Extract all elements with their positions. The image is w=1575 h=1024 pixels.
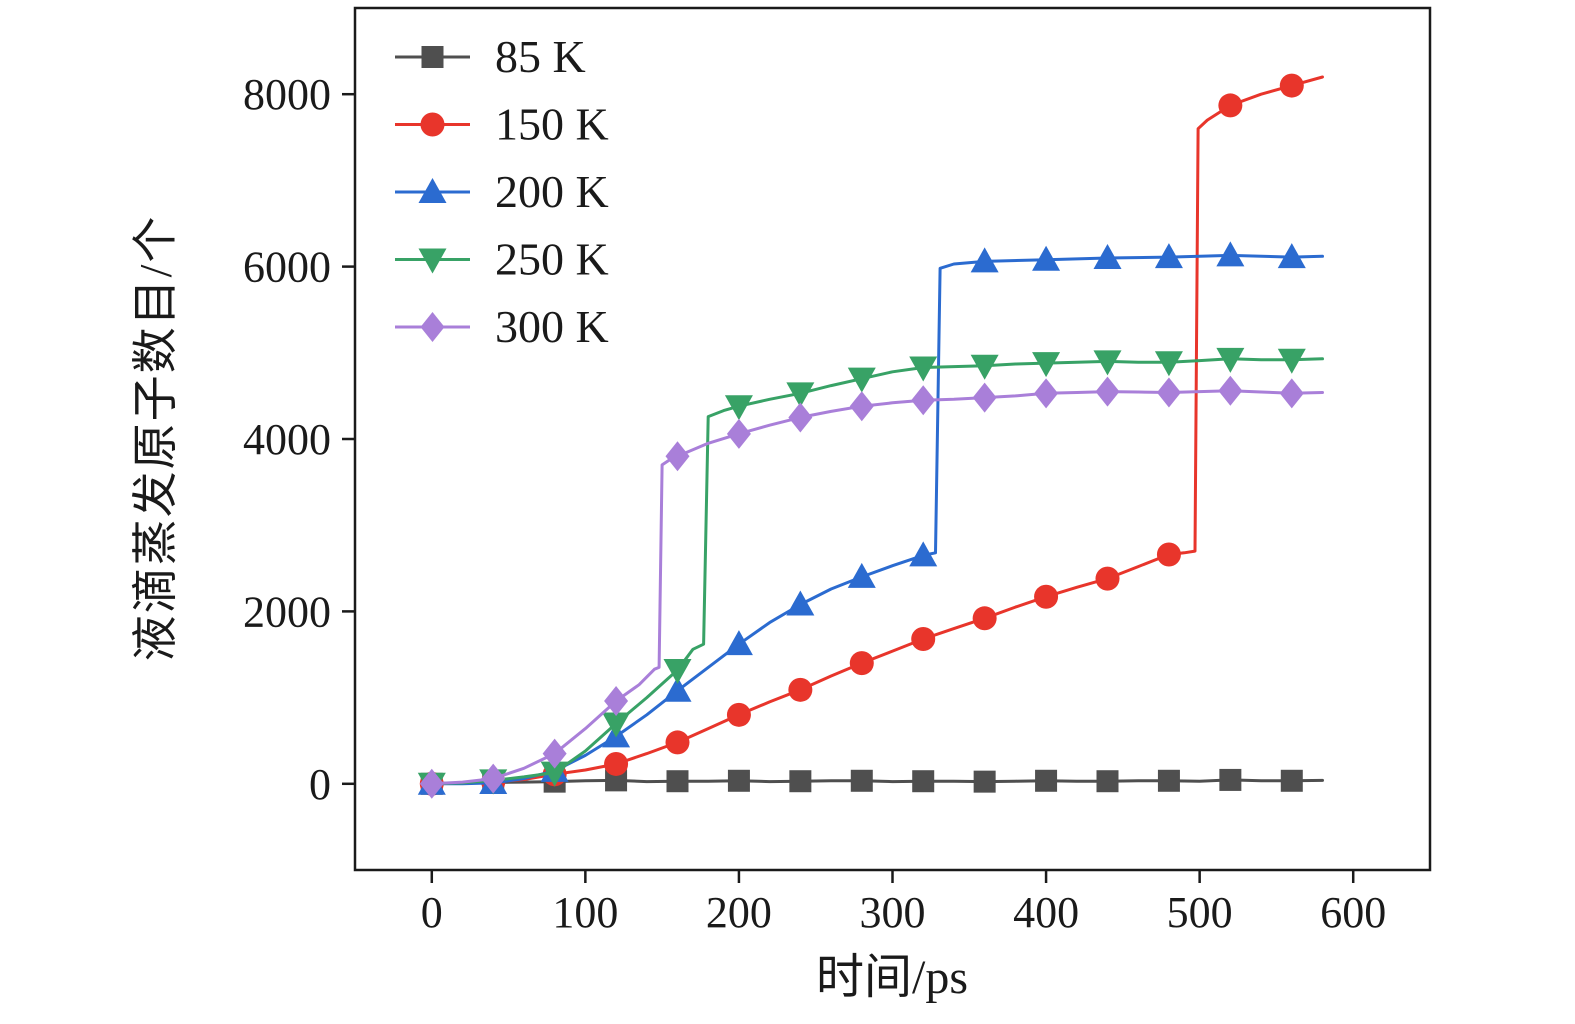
series-marker-circle <box>1279 73 1304 98</box>
series-marker-triangle-up <box>724 630 753 656</box>
series-marker-circle <box>849 651 874 676</box>
x-tick-label: 400 <box>1013 888 1079 937</box>
series-marker-triangle-up <box>1093 243 1122 269</box>
legend-label: 300 K <box>495 301 609 352</box>
series-marker-square <box>973 770 996 793</box>
series-marker-triangle-down <box>909 356 938 382</box>
series-marker-triangle-up <box>786 590 815 616</box>
series-marker-diamond <box>542 738 567 769</box>
x-tick-label: 0 <box>421 888 443 937</box>
series-marker-diamond <box>420 312 445 342</box>
series-marker-triangle-down <box>970 354 999 380</box>
x-axis-label: 时间/ps <box>815 951 969 1004</box>
series-marker-square <box>605 769 628 792</box>
series-line <box>430 357 1324 786</box>
legend-item-300-k: 300 K <box>395 301 609 352</box>
series-marker-triangle-up <box>418 178 447 203</box>
series-marker-circle <box>726 702 751 727</box>
y-tick-label: 4000 <box>243 415 331 464</box>
y-tick-label: 0 <box>309 760 331 809</box>
series-marker-diamond <box>419 768 444 799</box>
series-marker-diamond <box>481 763 506 794</box>
series-marker-triangle-up <box>1032 245 1061 271</box>
series-marker-square <box>1219 768 1242 791</box>
series-marker-square <box>421 46 444 68</box>
series-marker-triangle-down <box>602 712 631 738</box>
series-marker-triangle-up <box>663 676 692 702</box>
series-marker-square <box>666 770 689 793</box>
series-marker-circle <box>420 112 445 137</box>
series-marker-triangle-down <box>724 395 753 421</box>
y-tick-label: 2000 <box>243 587 331 636</box>
legend-label: 150 K <box>495 99 609 150</box>
series-marker-circle <box>911 626 936 651</box>
series-marker-circle <box>665 730 690 755</box>
legend-item-250-k: 250 K <box>395 234 609 285</box>
series-marker-triangle-up <box>1277 243 1306 269</box>
series-marker-diamond <box>1034 378 1059 409</box>
series-marker-square <box>1280 769 1303 792</box>
series-marker-triangle-down <box>1093 350 1122 376</box>
legend-label: 85 K <box>495 31 586 82</box>
series-marker-square <box>727 769 750 792</box>
x-tick-label: 100 <box>552 888 618 937</box>
y-axis-label: 液滴蒸发原子数目/个 <box>130 214 181 662</box>
series-marker-diamond <box>911 385 936 416</box>
series-marker-diamond <box>1095 376 1120 407</box>
legend-label: 250 K <box>495 234 609 285</box>
series-marker-circle <box>788 677 813 702</box>
y-tick-label: 6000 <box>243 243 331 292</box>
series-marker-square <box>850 769 873 792</box>
series-marker-triangle-down <box>847 367 876 393</box>
legend: 85 K 150 K 200 K 250 K 300 K <box>395 31 609 352</box>
series-marker-triangle-down <box>786 382 815 408</box>
series-marker-circle <box>1095 566 1120 591</box>
series-marker-triangle-up <box>847 562 876 588</box>
series-marker-diamond <box>849 391 874 422</box>
series-300-k <box>419 375 1324 799</box>
x-tick-label: 600 <box>1320 888 1386 937</box>
series-marker-triangle-up <box>1216 241 1245 267</box>
series-marker-diamond <box>726 418 751 449</box>
series-marker-triangle-up <box>970 247 999 273</box>
series-marker-diamond <box>1279 378 1304 409</box>
series-marker-triangle-down <box>1216 347 1245 373</box>
series-marker-diamond <box>604 686 629 717</box>
series-marker-square <box>1035 769 1058 792</box>
series-marker-diamond <box>788 402 813 433</box>
series-marker-diamond <box>1156 377 1181 408</box>
series-marker-triangle-up <box>1154 243 1183 269</box>
x-tick-label: 500 <box>1167 888 1233 937</box>
y-tick-label: 8000 <box>243 70 331 119</box>
series-marker-triangle-down <box>540 761 569 787</box>
series-marker-square <box>789 770 812 793</box>
series-marker-square <box>912 770 935 793</box>
series-marker-circle <box>604 751 629 776</box>
series-marker-diamond <box>665 441 690 472</box>
legend-item-200-k: 200 K <box>395 166 609 217</box>
series-marker-triangle-down <box>1032 352 1061 378</box>
legend-item-150-k: 150 K <box>395 99 609 150</box>
series-marker-circle <box>1218 93 1243 118</box>
series-marker-triangle-down <box>1277 348 1306 374</box>
x-tick-label: 300 <box>860 888 926 937</box>
series-line <box>430 389 1324 786</box>
series-marker-circle <box>1156 542 1181 567</box>
x-tick-label: 200 <box>706 888 772 937</box>
legend-item-85-k: 85 K <box>395 31 586 82</box>
series-marker-triangle-up <box>909 541 938 567</box>
series-marker-triangle-down <box>1154 351 1183 377</box>
series-marker-triangle-down <box>663 659 692 685</box>
series-marker-triangle-down <box>418 248 447 274</box>
series-marker-diamond <box>1218 375 1243 406</box>
series-marker-square <box>1157 769 1180 792</box>
legend-label: 200 K <box>495 166 609 217</box>
series-marker-circle <box>1034 584 1059 609</box>
series-marker-circle <box>972 606 997 631</box>
series-marker-square <box>1096 770 1119 793</box>
series-marker-diamond <box>972 382 997 413</box>
